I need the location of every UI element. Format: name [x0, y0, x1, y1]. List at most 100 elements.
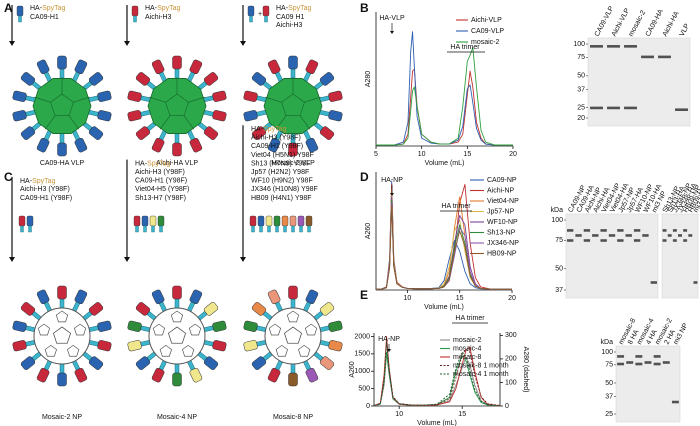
vlp-edge	[188, 96, 205, 103]
particle	[127, 55, 227, 157]
vlp-core	[263, 78, 323, 134]
x-axis-label: Volume (mL)	[417, 420, 457, 426]
ha-trimer	[243, 90, 268, 103]
arrow-head	[124, 41, 130, 46]
lane-label: Aichi-HA	[662, 10, 681, 38]
ha-trimer	[71, 129, 88, 153]
lane-label: VLP	[679, 23, 692, 38]
gel-band	[590, 106, 603, 110]
legend-label: WF10-NP	[487, 219, 518, 226]
gel-band	[653, 362, 661, 366]
np-pentagon	[298, 344, 311, 357]
marker-label: 50	[605, 380, 613, 387]
ha-head	[135, 356, 151, 370]
ha-trimer	[151, 359, 168, 383]
vlp-edge	[68, 115, 80, 130]
gel-band	[617, 355, 625, 358]
np-pentagon	[170, 310, 184, 323]
gel	[587, 37, 691, 127]
ha-trimer	[127, 339, 152, 352]
ha-trimer	[202, 320, 227, 333]
series-line	[373, 336, 501, 407]
panel-letter: B	[360, 1, 369, 15]
plus-sign: +	[258, 11, 262, 18]
arrow-head	[240, 41, 246, 46]
legend-label: Jp57-NP	[487, 208, 515, 215]
ha-icon-tag	[159, 225, 163, 233]
ha-head	[267, 289, 281, 305]
ha-icon-tag	[264, 15, 268, 23]
ha-head	[127, 320, 142, 332]
lane-label: mi3 NP	[693, 190, 700, 214]
marker-label: 100	[551, 217, 563, 224]
ha-trimer	[302, 129, 319, 153]
x-axis-label: Volume (mL)	[424, 304, 464, 311]
ha-head	[127, 90, 142, 102]
ha-trimer	[288, 55, 298, 80]
np-pentagon	[73, 323, 87, 336]
legend-label: JX346-NP	[487, 240, 519, 247]
ha-trimer	[57, 362, 67, 387]
ha-head	[151, 289, 165, 305]
ha-icon-tag	[151, 225, 155, 233]
tag-name: SpyTag	[157, 5, 180, 12]
strain-name: Viet04 (H5N1) Y98F	[251, 152, 314, 159]
ha-head	[74, 137, 88, 153]
gel	[615, 345, 681, 423]
ha-trimer	[302, 359, 319, 383]
ha-trimer	[186, 129, 203, 153]
ha-head	[135, 302, 151, 316]
ha-trimer	[135, 350, 158, 370]
strain-name: Sh13 (H7N9) Y98F	[251, 160, 310, 167]
marker-label: 100	[573, 41, 585, 48]
gel-band	[600, 239, 607, 242]
ha-trimer	[267, 289, 284, 313]
construct-tag: HA-SpyTag	[145, 5, 181, 12]
ha-trimer	[288, 285, 298, 310]
marker-label: 75	[577, 54, 585, 61]
legend-label: mosaic-8 1 month	[453, 362, 509, 369]
x-tick-label: 15	[456, 295, 464, 302]
ha-head	[74, 59, 88, 75]
ha-icon-head	[157, 215, 165, 227]
particle-label: Aichi-HA VLP	[156, 160, 198, 167]
ha-trimer	[12, 320, 37, 333]
annotation: HA trimer	[455, 315, 485, 322]
ha-icon-head	[247, 5, 255, 17]
ha-head	[172, 55, 182, 70]
x-tick-label: 20	[508, 295, 516, 302]
np-pentagon	[159, 344, 172, 357]
ha-head	[36, 289, 50, 305]
ha-head	[319, 72, 335, 86]
ha-head	[151, 137, 165, 153]
ha-icon-tag	[267, 225, 271, 233]
gel-band	[683, 239, 688, 242]
ha-head	[20, 72, 36, 86]
legend-label: CA09-NP	[487, 177, 517, 184]
ha-trimer	[243, 109, 268, 122]
gel-band	[678, 234, 682, 237]
panel-letter: E	[360, 288, 368, 302]
gel-band	[583, 229, 591, 232]
ha-icon-head	[281, 215, 289, 227]
vlp-edge	[265, 96, 282, 103]
particle-label: CA09-HA VLP	[40, 160, 85, 167]
strain-name: CA09-H1 (Y98F)	[251, 143, 303, 150]
gel-band	[641, 55, 654, 59]
ha-head	[12, 340, 27, 352]
ha-trimer	[87, 339, 112, 352]
ha-trimer	[127, 90, 152, 103]
gel-band	[567, 229, 574, 232]
ha-trimer	[81, 350, 104, 370]
np-pentagon	[275, 344, 288, 357]
x-tick-label: 15	[458, 411, 466, 418]
ha-head	[319, 302, 335, 316]
np-pentagon	[44, 344, 57, 357]
ha-trimer	[87, 109, 112, 122]
strain-name: Aichi-H3 (Y98F)	[135, 169, 185, 176]
construct-tag: HA-SpyTag	[30, 5, 66, 12]
strain-name: Aichi-H3	[276, 22, 303, 29]
marker-label: 75	[555, 237, 563, 244]
marker-label: 100	[601, 349, 613, 356]
ha-head	[267, 59, 281, 75]
